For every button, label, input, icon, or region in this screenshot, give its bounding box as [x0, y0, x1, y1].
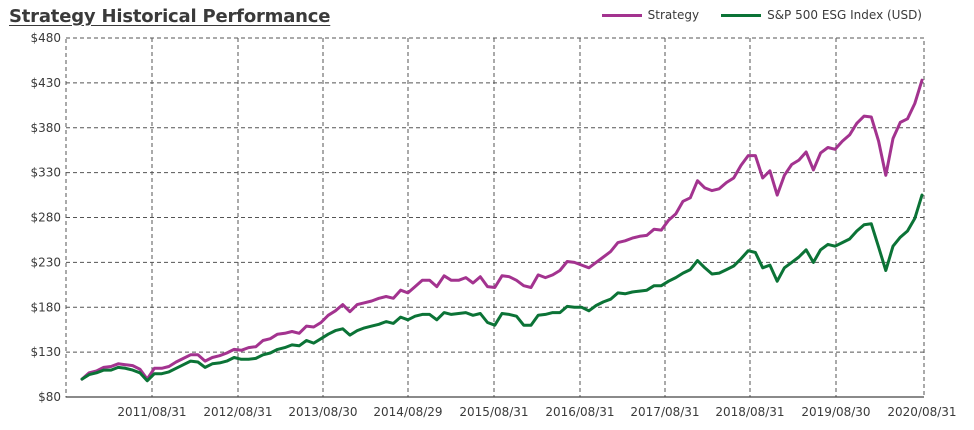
chart-title: Strategy Historical Performance — [9, 6, 331, 27]
y-tick-label: $280 — [30, 211, 61, 225]
legend-label-index: S&P 500 ESG Index (USD) — [767, 8, 922, 22]
series-line-index — [80, 193, 924, 383]
x-tick-label: 2012/08/31 — [203, 405, 272, 419]
y-tick-label: $330 — [30, 166, 61, 180]
legend: Strategy S&P 500 ESG Index (USD) — [580, 8, 922, 22]
legend-swatch-index — [721, 13, 762, 17]
y-tick-label: $180 — [30, 300, 61, 314]
y-tick-label: $80 — [38, 390, 61, 404]
x-tick-label: 2018/08/31 — [715, 405, 784, 419]
legend-item-strategy: Strategy — [601, 8, 700, 22]
y-tick-label: $130 — [30, 345, 61, 359]
y-tick-label: $480 — [30, 31, 61, 45]
x-tick-label: 2013/08/30 — [288, 405, 357, 419]
series-line-strategy — [80, 78, 924, 381]
y-tick-label: $380 — [30, 121, 61, 135]
x-tick-label: 2015/08/31 — [459, 405, 528, 419]
x-tick-label: 2016/08/31 — [545, 405, 614, 419]
legend-item-index: S&P 500 ESG Index (USD) — [721, 8, 922, 22]
y-tick-label: $430 — [30, 76, 61, 90]
x-tick-label: 2019/08/30 — [801, 405, 870, 419]
x-tick-label: 2017/08/31 — [630, 405, 699, 419]
legend-label-strategy: Strategy — [647, 8, 700, 22]
legend-swatch-strategy — [601, 13, 642, 17]
x-tick-label: 2014/08/29 — [373, 405, 442, 419]
y-tick-label: $230 — [30, 255, 61, 269]
x-tick-label: 2011/08/31 — [117, 405, 186, 419]
x-tick-label: 2020/08/31 — [887, 405, 956, 419]
